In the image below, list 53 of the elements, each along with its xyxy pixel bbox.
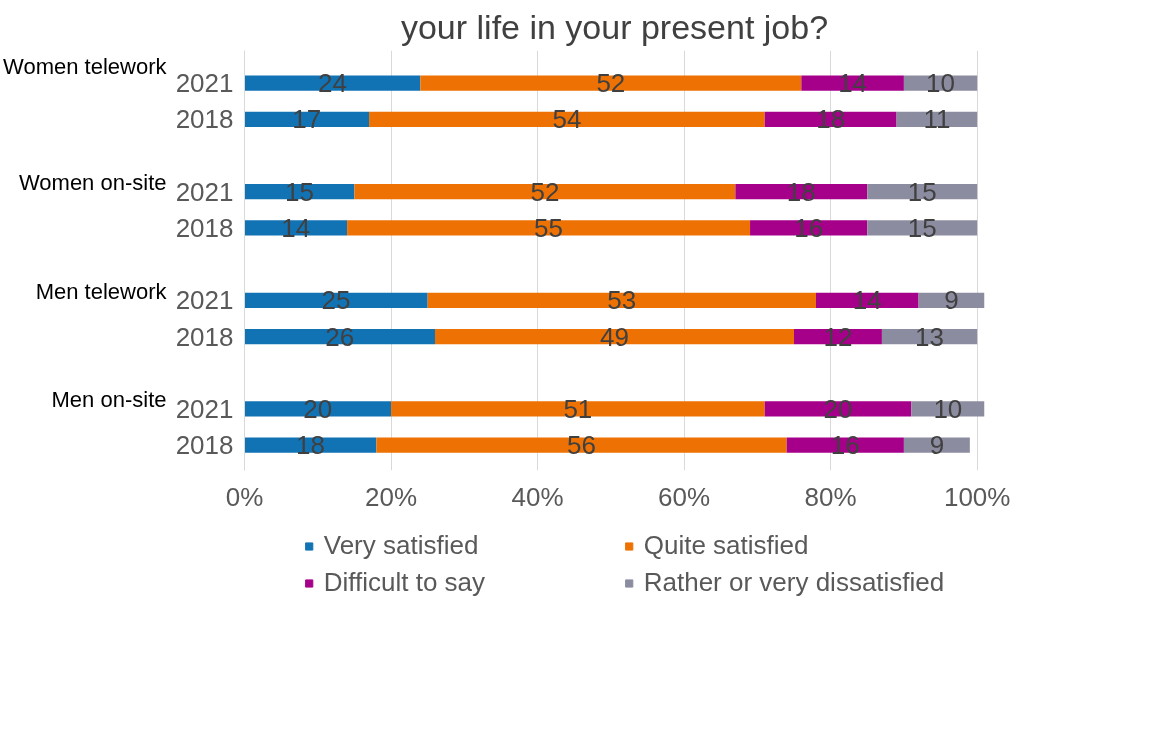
data-label: 15 — [907, 176, 937, 207]
legend-label: Very satisfied — [323, 530, 480, 561]
text: Men on-site — [51, 387, 167, 413]
text: Men telework — [35, 278, 168, 304]
data-label: 53 — [607, 285, 637, 316]
data-label: 18 — [816, 104, 846, 135]
data-label: 13 — [915, 321, 945, 352]
legend-label: Quite satisfied — [643, 530, 810, 561]
data-label: 10 — [933, 393, 963, 424]
y-tick-label: 2021 — [175, 68, 234, 99]
data-label: 55 — [534, 212, 564, 243]
text: Women telework — [3, 54, 168, 80]
data-label: 16 — [794, 212, 824, 243]
y-tick-label: 2018 — [175, 321, 234, 352]
data-label: 54 — [552, 104, 582, 135]
data-label: 52 — [596, 68, 626, 99]
x-tick-label: 0% — [225, 481, 264, 512]
data-label: 56 — [567, 430, 596, 461]
data-label: 51 — [563, 393, 593, 424]
data-label: 11 — [923, 104, 951, 135]
chart-title: your life in your present job? — [400, 7, 829, 46]
y-tick-label: 2021 — [175, 176, 234, 207]
x-tick-label: 80% — [804, 481, 857, 512]
data-label: 49 — [600, 321, 629, 352]
data-label: 24 — [317, 68, 347, 99]
data-label: 18 — [295, 430, 325, 461]
x-tick-label: 100% — [943, 481, 1011, 512]
data-label: 10 — [926, 68, 955, 99]
data-label: 26 — [325, 321, 355, 352]
legend-label: Difficult to say — [323, 567, 487, 598]
data-label: 15 — [907, 212, 937, 243]
x-tick-label: 40% — [511, 481, 564, 512]
data-label: 17 — [292, 104, 322, 135]
data-label: 14 — [852, 285, 882, 316]
data-label: 14 — [281, 212, 311, 243]
data-label: 9 — [944, 285, 959, 316]
y-tick-label: 2018 — [175, 430, 234, 461]
data-label: 52 — [530, 176, 560, 207]
y-tick-label: 2018 — [175, 104, 234, 135]
y-tick-label: 2018 — [175, 212, 234, 243]
data-label: 12 — [823, 321, 853, 352]
x-tick-label: 20% — [365, 481, 418, 512]
data-label: 20 — [303, 393, 333, 424]
data-label: 15 — [284, 176, 314, 207]
data-label: 18 — [786, 176, 816, 207]
y-tick-label: 2021 — [175, 285, 234, 316]
text: Women on-site — [18, 170, 167, 196]
data-label: 20 — [823, 393, 853, 424]
y-tick-label: 2021 — [175, 393, 234, 424]
data-label: 9 — [929, 430, 945, 461]
data-label: 25 — [321, 285, 351, 316]
legend-label: Rather or very dissatisfied — [643, 567, 945, 598]
x-tick-label: 60% — [658, 481, 711, 512]
